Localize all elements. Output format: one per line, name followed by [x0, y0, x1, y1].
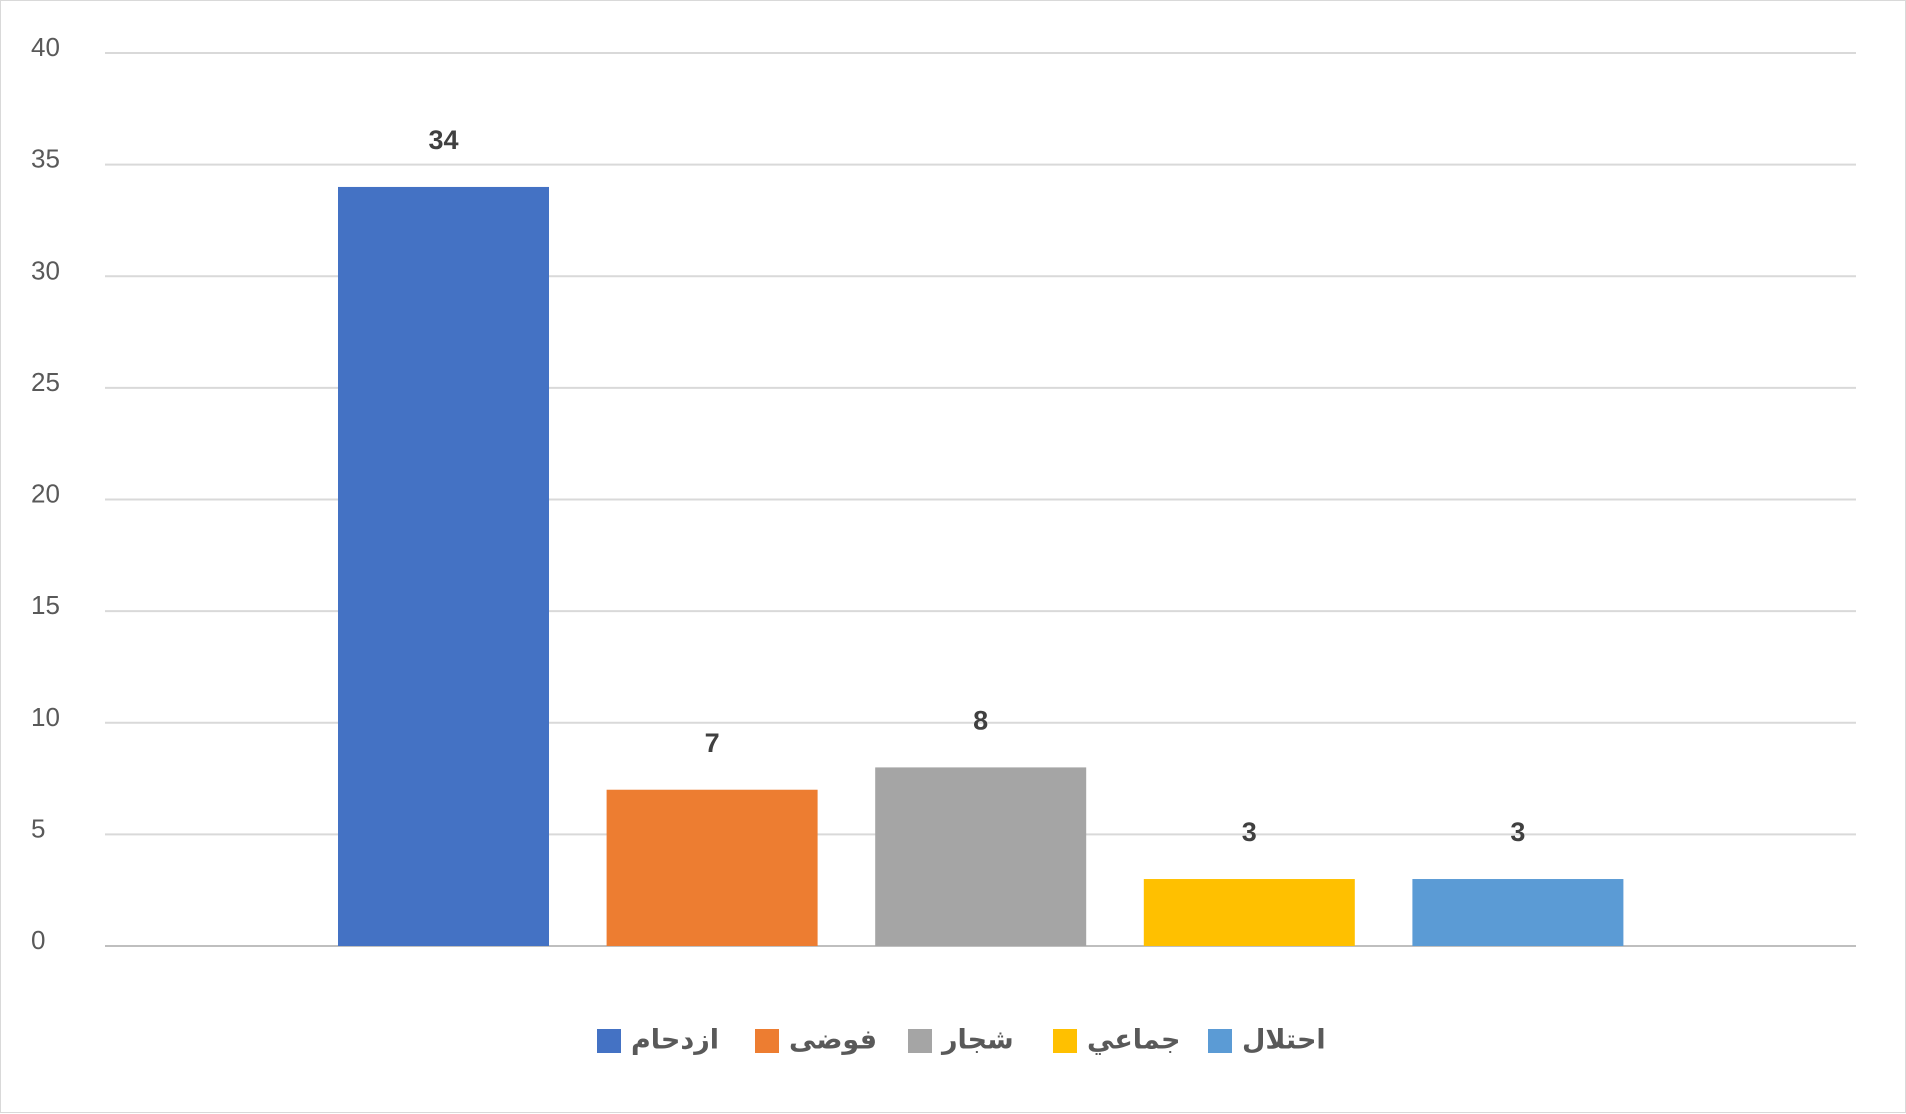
legend-item: احتلال [1208, 1025, 1326, 1056]
data-label: 8 [973, 706, 988, 736]
y-tick-label: 5 [31, 813, 45, 843]
legend-label: احتلال [1242, 1025, 1326, 1056]
y-tick-label: 10 [31, 702, 60, 732]
legend-swatch [908, 1029, 932, 1053]
legend-item: ازدحام [597, 1025, 719, 1056]
legend-swatch [1208, 1029, 1232, 1053]
legend-label: شجار [940, 1025, 1014, 1056]
y-tick-label: 0 [31, 925, 45, 955]
legend-swatch [597, 1029, 621, 1053]
y-axis-ticks: 0 5 10 15 20 25 30 35 40 [31, 32, 60, 955]
legend-item: جماعي [1053, 1025, 1180, 1056]
data-label: 3 [1242, 817, 1257, 847]
bar [875, 767, 1087, 946]
data-label: 7 [705, 728, 720, 758]
data-label: 34 [428, 125, 458, 155]
y-tick-label: 15 [31, 590, 60, 620]
bar [1412, 879, 1624, 946]
legend-label: فوضى [789, 1025, 877, 1056]
legend-swatch [1053, 1029, 1077, 1053]
y-tick-label: 20 [31, 479, 60, 509]
data-label: 3 [1510, 817, 1525, 847]
bars [338, 186, 1624, 946]
bar [338, 186, 549, 946]
legend-item: شجار [908, 1025, 1014, 1056]
y-tick-label: 40 [31, 32, 60, 62]
legend-item: فوضى [755, 1025, 877, 1056]
legend-label: ازدحام [631, 1025, 719, 1056]
data-labels: 34 7 8 3 3 [428, 125, 1525, 847]
legend-label: جماعي [1087, 1025, 1180, 1056]
bar [606, 789, 818, 946]
legend-swatch [755, 1029, 779, 1053]
y-tick-label: 25 [31, 367, 60, 397]
y-tick-label: 30 [31, 255, 60, 285]
legend: ازدحام فوضى شجار جماعي احتلال [597, 1025, 1326, 1056]
bar [1143, 879, 1355, 946]
y-tick-label: 35 [31, 144, 60, 174]
